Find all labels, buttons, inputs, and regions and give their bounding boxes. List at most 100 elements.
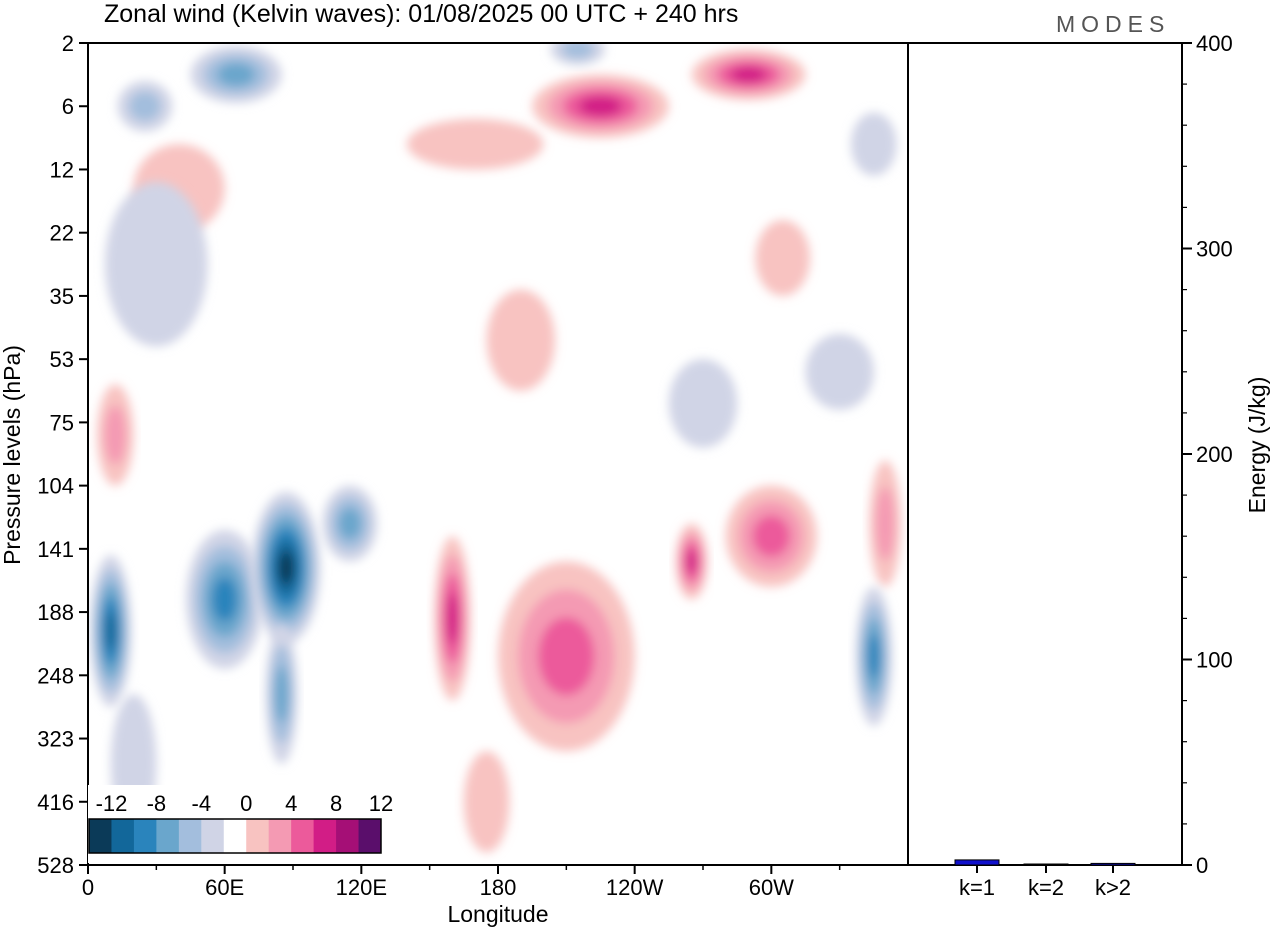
contour-fill <box>129 91 161 121</box>
energy-tick-label: 400 <box>1196 31 1233 56</box>
colorbar-swatch <box>111 819 135 853</box>
x-tick-label: 120W <box>606 875 664 900</box>
wind-anomaly-blob <box>90 555 132 707</box>
modes-logo: MODES <box>1056 11 1170 37</box>
contour-fill <box>104 405 126 465</box>
contour-fill <box>730 66 767 83</box>
energy-category-label: k=2 <box>1028 875 1064 900</box>
wind-anomaly-blob <box>434 536 471 701</box>
wind-anomaly-blob <box>755 220 810 296</box>
energy-frame <box>907 42 1183 866</box>
colorbar-swatch <box>268 819 292 853</box>
colorbar-swatch <box>291 819 315 853</box>
contour-fill <box>578 96 623 117</box>
wind-anomaly-blob <box>406 118 544 170</box>
energy-category-labels: k=1 k=2 k>2 <box>959 865 1131 900</box>
contour-fill <box>446 592 459 645</box>
colorbar-label: -12 <box>96 791 128 816</box>
energy-tick-label: 100 <box>1196 648 1233 673</box>
wind-anomaly-blob <box>550 43 605 66</box>
contour-fill <box>686 549 697 574</box>
contour-fill <box>875 486 895 561</box>
chart-title: Zonal wind (Kelvin waves): 01/08/2025 00… <box>104 0 738 28</box>
y-axis-ticks: 2 6 12 22 35 53 75 104 141 188 248 323 416 528 <box>37 31 88 878</box>
y-tick-label: 53 <box>50 347 74 372</box>
colorbar-label: 12 <box>369 791 393 816</box>
colorbar-swatch <box>178 819 202 853</box>
y-tick-label: 528 <box>37 853 74 878</box>
colorbar-frame <box>88 818 382 854</box>
y-axis-label: Pressure levels (hPa) <box>0 345 25 565</box>
energy-bar <box>1023 863 1069 866</box>
colorbar-label: 0 <box>240 791 252 816</box>
wind-anomaly-blob <box>486 289 555 391</box>
contour-fill <box>538 617 595 696</box>
contour-fill <box>805 333 874 410</box>
energy-tick-label: 300 <box>1196 237 1233 262</box>
contour-fill <box>668 359 738 448</box>
colorbar: -12 -8 -4 0 4 8 12 <box>88 785 393 863</box>
energy-panel: 0 100 200 300 400 k=1 k=2 k>2 <box>907 31 1233 900</box>
contour-fill <box>752 515 791 557</box>
wind-anomaly-blob <box>691 49 806 100</box>
contour-fill <box>561 43 594 59</box>
contour-fill <box>868 634 880 679</box>
contour-fill <box>406 118 544 170</box>
wind-anomaly-blob <box>265 624 298 764</box>
y-tick-label: 6 <box>62 94 74 119</box>
heatmap-panel: 0 60E 120E 180 120W 60W 2 6 12 22 35 53 75 104 141 188… <box>37 31 909 900</box>
colorbar-label: 4 <box>285 791 297 816</box>
y-tick-label: 12 <box>50 157 74 182</box>
contour-fill <box>278 551 294 585</box>
contour-fill <box>486 289 555 391</box>
colorbar-swatch <box>246 819 270 853</box>
colorbar-swatch <box>201 819 225 853</box>
wind-anomaly-blob <box>532 74 669 138</box>
contour-fill <box>105 182 208 347</box>
colorbar-label: -8 <box>147 791 167 816</box>
energy-bars <box>954 859 1136 866</box>
energy-bar <box>1090 862 1136 866</box>
colorbar-swatch <box>223 819 247 853</box>
energy-axis-ticks: 0 100 200 300 400 <box>1182 31 1233 878</box>
contour-fill <box>463 751 510 853</box>
colorbar-swatch <box>156 819 180 853</box>
x-tick-label: 60E <box>205 875 244 900</box>
y-tick-label: 35 <box>50 284 74 309</box>
energy-tick-label: 200 <box>1196 442 1233 467</box>
contour-fill <box>338 507 362 540</box>
wind-anomaly-blob <box>675 523 708 600</box>
y-tick-label: 188 <box>37 600 74 625</box>
colorbar-swatch <box>133 819 157 853</box>
y-tick-label: 248 <box>37 663 74 688</box>
wind-anomaly-blob <box>190 46 282 104</box>
colorbar-swatch <box>89 819 112 853</box>
contour-fill <box>851 112 897 176</box>
x-tick-label: 60W <box>749 875 794 900</box>
wind-anomaly-blob <box>105 182 208 347</box>
x-tick-label: 180 <box>480 875 517 900</box>
x-axis-label: Longitude <box>447 901 548 927</box>
y-tick-label: 75 <box>50 410 74 435</box>
energy-category-label: k=1 <box>959 875 995 900</box>
y-tick-label: 2 <box>62 31 74 56</box>
contour-fill <box>212 577 237 622</box>
contour-fill <box>275 665 289 723</box>
wind-anomaly-field <box>90 43 902 853</box>
energy-bar <box>954 859 1000 866</box>
contour-fill <box>105 611 117 651</box>
wind-anomaly-blob <box>855 586 892 726</box>
y-tick-label: 104 <box>37 474 74 499</box>
colorbar-label: 8 <box>330 791 342 816</box>
y-tick-label: 141 <box>37 537 74 562</box>
wind-anomaly-blob <box>805 333 874 410</box>
y-tick-label: 416 <box>37 790 74 815</box>
energy-category-label: k>2 <box>1095 875 1131 900</box>
contour-fill <box>755 220 810 296</box>
heatmap-background <box>88 43 908 865</box>
wind-anomaly-blob <box>498 561 635 752</box>
wind-anomaly-blob <box>117 80 173 132</box>
colorbar-swatch <box>313 819 337 853</box>
colorbar-label: -4 <box>192 791 212 816</box>
